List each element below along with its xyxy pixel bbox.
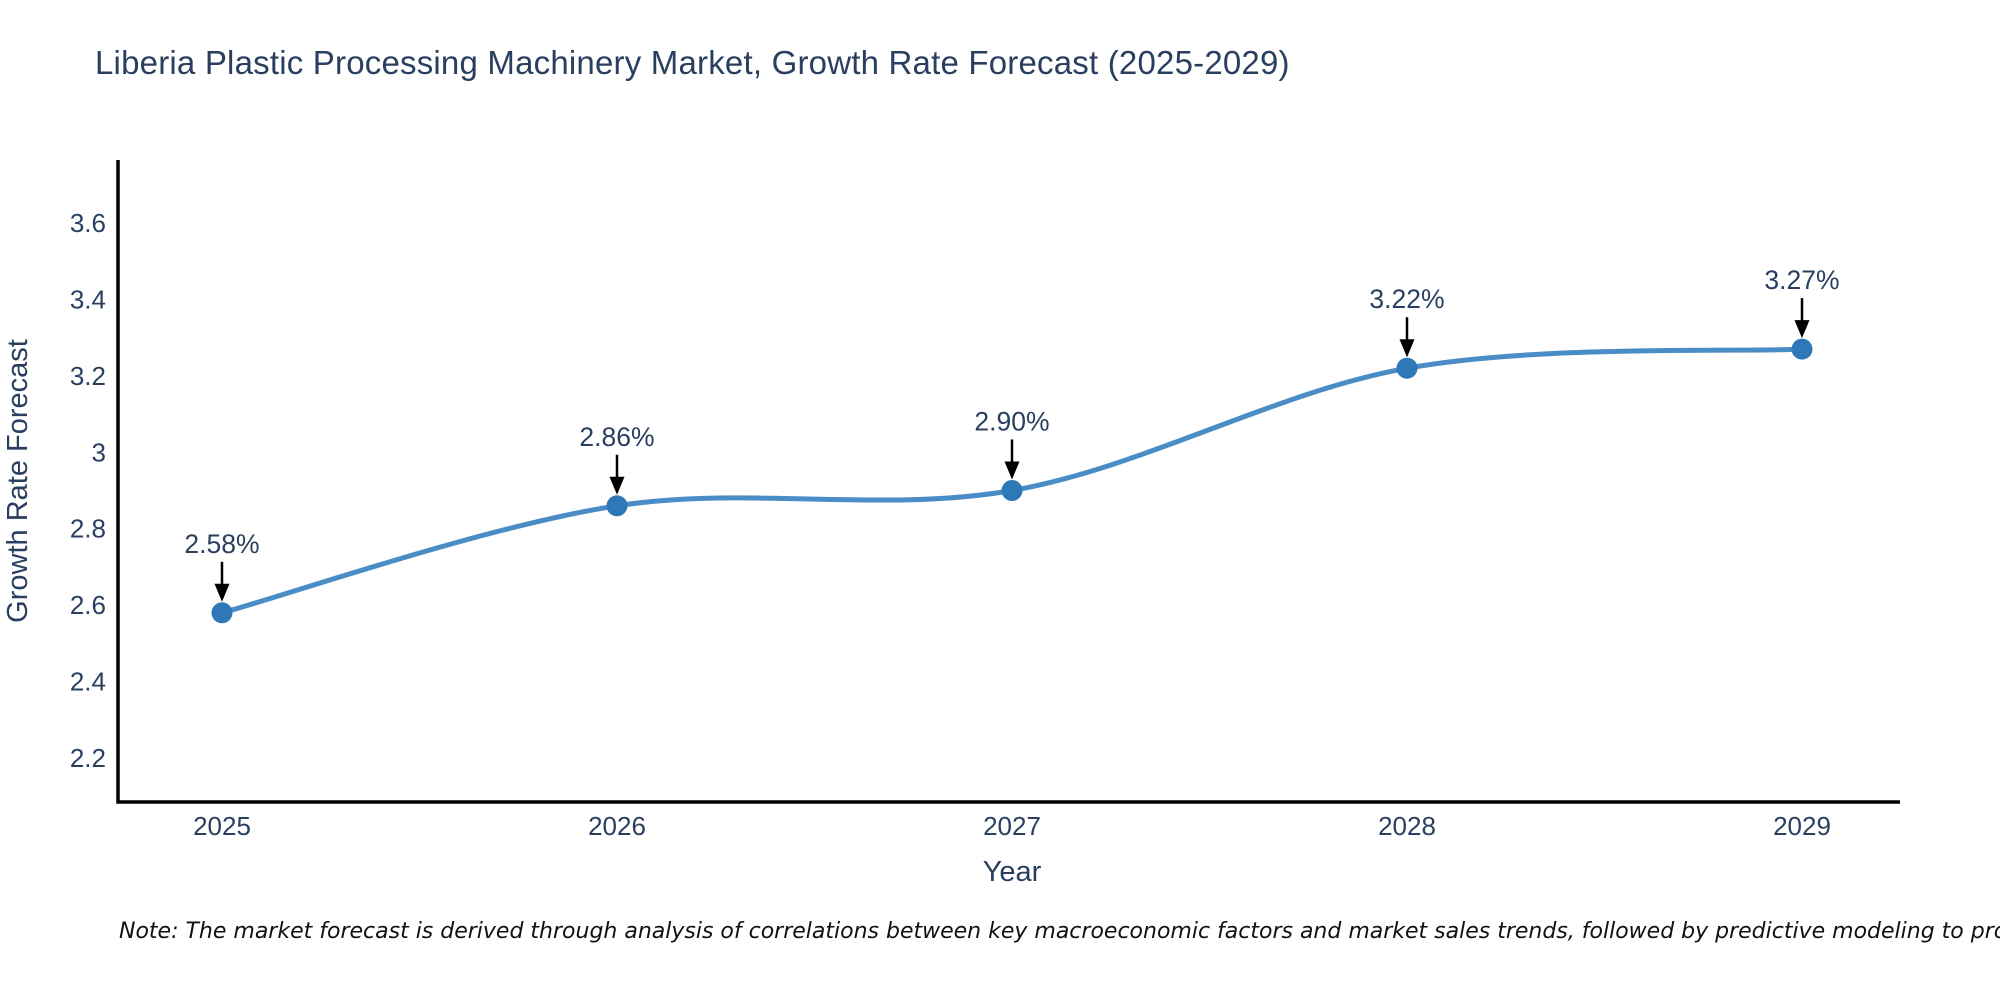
x-tick-label: 2026: [588, 811, 646, 841]
y-tick-label: 3.2: [70, 361, 106, 391]
y-tick-label: 2.6: [70, 590, 106, 620]
data-point-label: 3.27%: [1764, 265, 1839, 295]
y-tick-label: 2.4: [70, 667, 106, 697]
annotation-arrow-head: [1399, 339, 1415, 358]
data-point-marker: [211, 602, 233, 624]
y-tick-label: 2.8: [70, 514, 106, 544]
x-tick-label: 2028: [1378, 811, 1436, 841]
x-tick-label: 2025: [193, 811, 251, 841]
footnote-text: Note: The market forecast is derived thr…: [119, 919, 2000, 944]
data-point-label: 3.22%: [1369, 284, 1444, 314]
y-tick-label: 3.6: [70, 208, 106, 238]
annotation-arrow-head: [214, 583, 230, 602]
annotation-arrow-head: [609, 476, 625, 495]
y-tick-label: 3: [92, 437, 106, 467]
data-point-label: 2.86%: [579, 422, 654, 452]
x-tick-label: 2029: [1773, 811, 1831, 841]
data-point-label: 2.90%: [974, 406, 1049, 436]
x-axis-title: Year: [983, 856, 1042, 888]
data-point-label: 2.58%: [184, 529, 259, 559]
annotation-arrow-head: [1794, 320, 1810, 339]
y-tick-label: 3.4: [70, 284, 106, 314]
data-point-marker: [606, 495, 628, 517]
y-axis-title: Growth Rate Forecast: [2, 339, 34, 623]
x-tick-label: 2027: [983, 811, 1041, 841]
axis-spine: [116, 160, 1900, 804]
chart-title: Liberia Plastic Processing Machinery Mar…: [95, 44, 1290, 81]
data-point-marker: [1396, 357, 1418, 379]
y-tick-label: 2.2: [70, 743, 106, 773]
data-point-marker: [1791, 338, 1813, 360]
data-point-marker: [1001, 479, 1023, 501]
annotation-arrow-head: [1004, 461, 1020, 480]
